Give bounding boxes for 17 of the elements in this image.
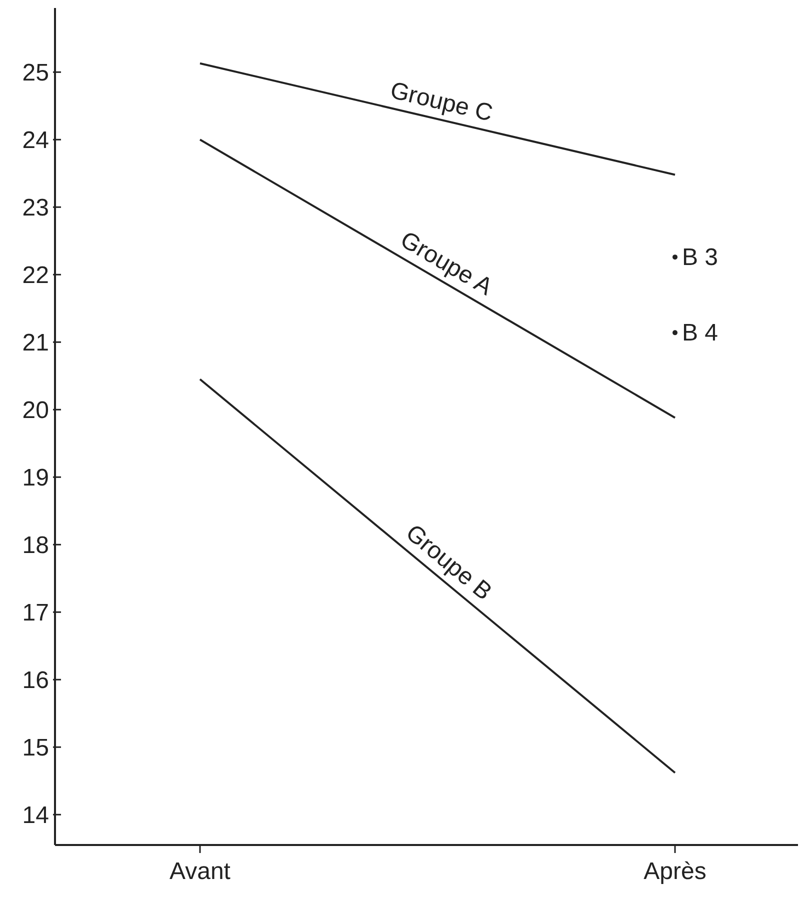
y-tick-label: 23 — [22, 194, 49, 222]
y-tick-label: 16 — [22, 667, 49, 694]
series-label: B 4 — [682, 320, 718, 347]
y-tick-label: 14 — [22, 802, 49, 830]
y-tick-label: 21 — [22, 330, 49, 357]
y-tick-label: 18 — [22, 532, 49, 560]
text: Groupe C — [388, 76, 496, 128]
y-tick-label: 15 — [22, 734, 49, 762]
y-tick-label: 25 — [22, 60, 49, 87]
x-tick-label: Avant — [170, 858, 231, 885]
y-tick-label: 19 — [22, 464, 49, 492]
series-label: B 3 — [682, 244, 718, 272]
y-tick-label: 24 — [22, 127, 49, 154]
x-tick-label: Après — [644, 858, 706, 885]
y-tick-label: 22 — [22, 262, 49, 290]
y-tick-label: 20 — [22, 397, 49, 424]
y-tick-label: 17 — [22, 600, 49, 627]
